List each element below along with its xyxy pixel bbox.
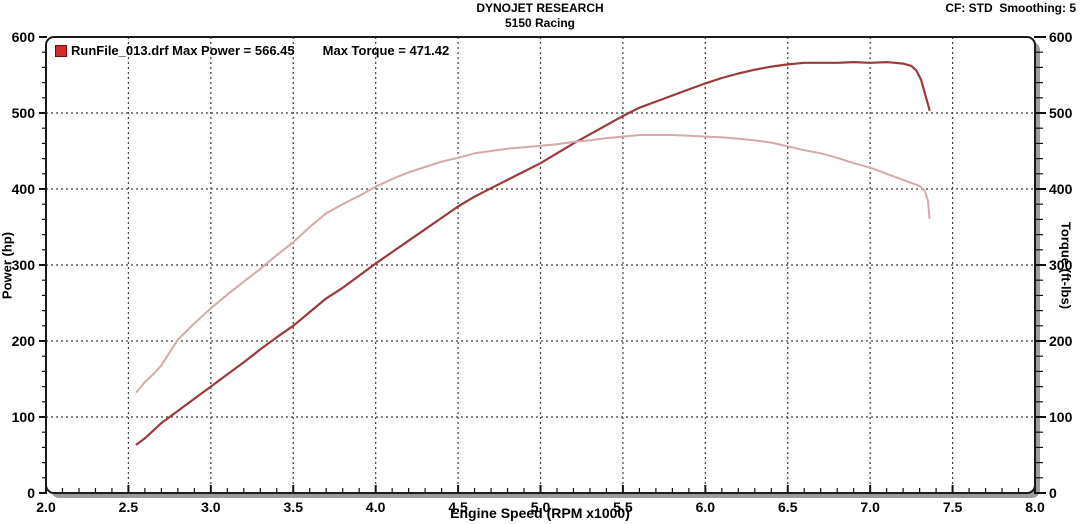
right-axis-tick-label: 300	[1049, 257, 1073, 273]
right-axis-tick-label: 0	[1049, 485, 1057, 501]
x-axis-tick-label: 4.0	[366, 499, 386, 515]
left-axis-tick-label: 500	[12, 105, 36, 121]
legend-max-torque: Max Torque = 471.42	[322, 43, 450, 58]
right-axis-tick-label: 600	[1049, 29, 1073, 45]
left-axis-tick-label: 0	[27, 485, 35, 501]
x-axis-tick-label: 2.5	[119, 499, 139, 515]
legend: RunFile_013.drf Max Power = 566.45 Max T…	[55, 43, 449, 58]
right-axis-title: Torque (ft-lbs)	[1058, 221, 1074, 310]
x-axis-tick-label: 4.5	[448, 499, 468, 515]
report-subtitle: 5150 Racing	[504, 16, 576, 30]
legend-run-max-power: RunFile_013.drf Max Power = 566.45	[71, 43, 295, 58]
x-axis-tick-label: 7.0	[860, 499, 880, 515]
report-header: DYNOJET RESEARCH 5150 Racing	[0, 1, 1080, 31]
x-axis-tick-label: 6.5	[778, 499, 798, 515]
x-axis-tick-label: 7.5	[943, 499, 963, 515]
left-axis-tick-label: 200	[12, 333, 36, 349]
x-axis-tick-label: 6.0	[696, 499, 716, 515]
right-axis-tick-label: 100	[1049, 409, 1073, 425]
correction-smoothing-settings: CF: STD Smoothing: 5	[945, 1, 1076, 15]
x-axis-tick-label: 3.5	[284, 499, 304, 515]
x-axis-tick-label: 5.0	[531, 499, 551, 515]
left-axis-tick-label: 300	[12, 257, 36, 273]
left-axis-title: Power (hp)	[0, 231, 15, 300]
x-axis-tick-label: 2.0	[36, 499, 56, 515]
torque-curve	[135, 134, 931, 393]
right-axis-tick-label: 200	[1049, 333, 1073, 349]
plot-frame	[45, 36, 1036, 494]
right-axis-tick-label: 400	[1049, 181, 1073, 197]
left-axis-tick-label: 400	[12, 181, 36, 197]
left-axis-tick-label: 600	[12, 29, 36, 45]
x-axis-tick-label: 5.5	[613, 499, 633, 515]
report-title: DYNOJET RESEARCH	[476, 1, 604, 15]
power-curve	[135, 60, 931, 446]
x-axis-tick-label: 3.0	[201, 499, 221, 515]
left-axis-tick-label: 100	[12, 409, 36, 425]
x-axis-title: Engine Speed (RPM x1000)	[450, 505, 630, 521]
x-axis-tick-label: 8.0	[1025, 499, 1045, 515]
run-color-swatch-icon	[55, 44, 67, 57]
right-axis-tick-label: 500	[1049, 105, 1073, 121]
